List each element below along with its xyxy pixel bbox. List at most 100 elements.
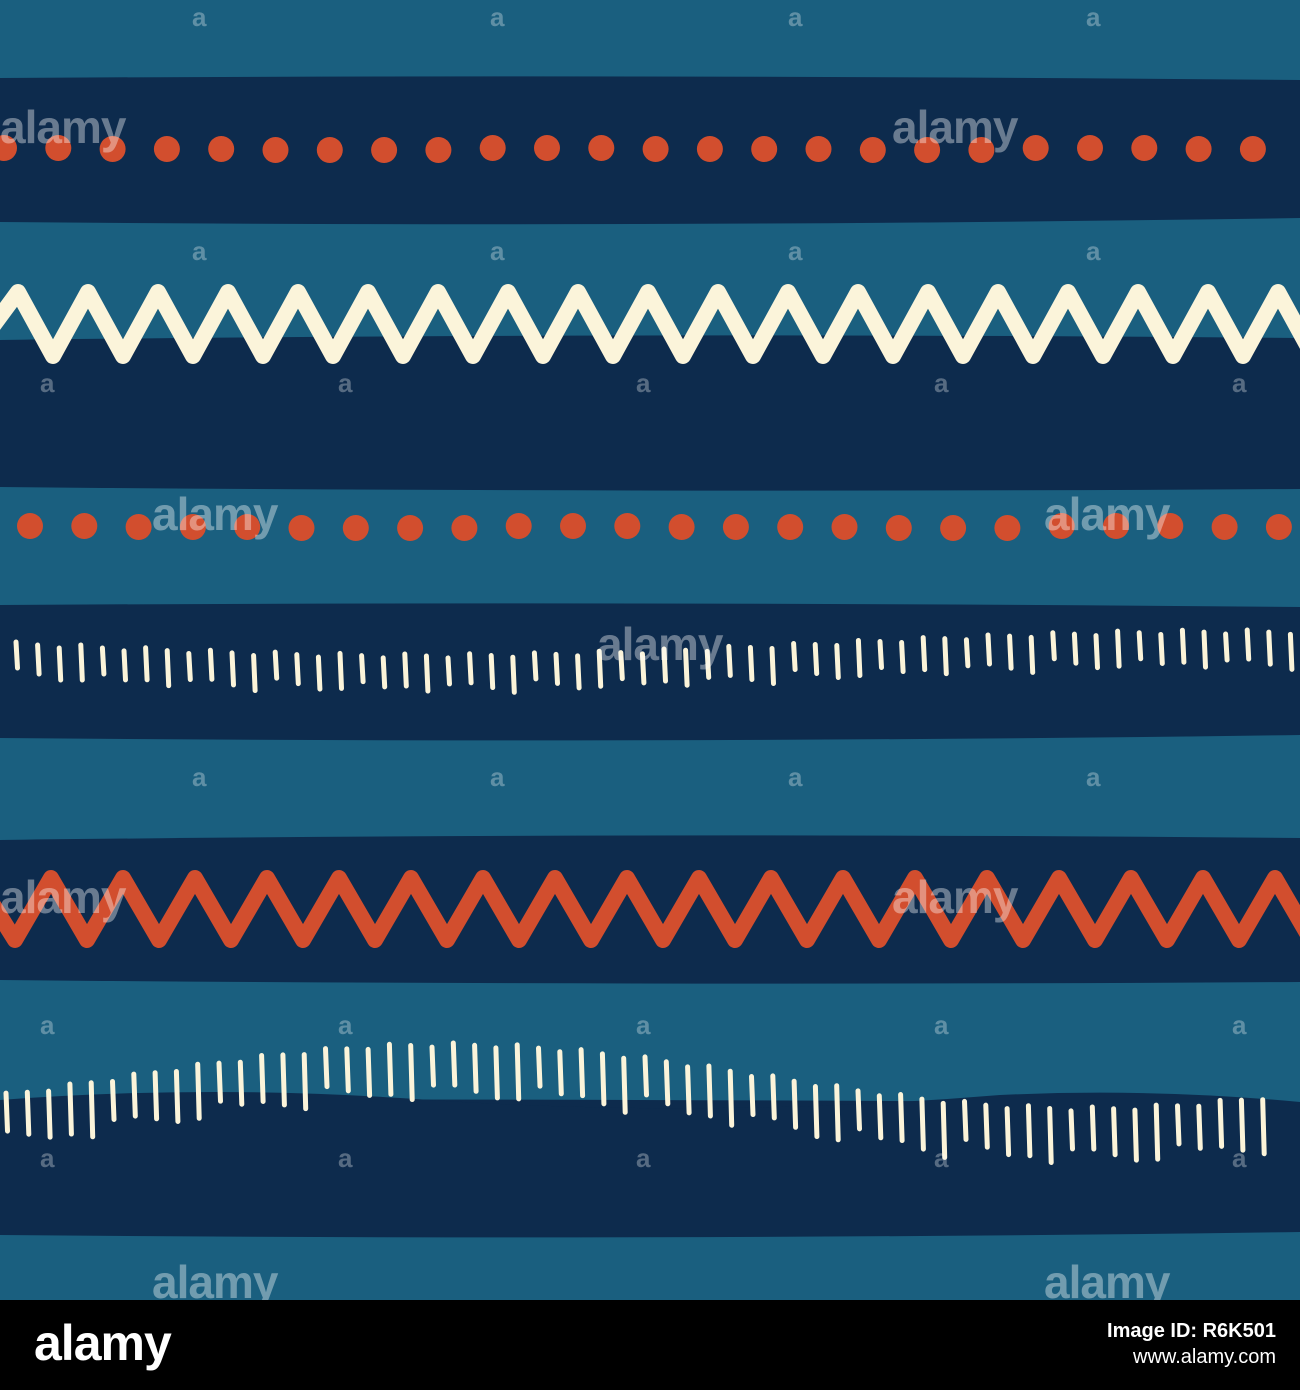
cream-dash (1223, 631, 1230, 663)
cream-dash (1287, 631, 1295, 672)
orange-dot (262, 137, 289, 163)
cream-dash (164, 648, 172, 689)
cream-dash (294, 652, 301, 687)
orange-dot (451, 515, 478, 541)
orange-dot (831, 514, 858, 540)
cream-dash (216, 1060, 223, 1104)
navy-band-edge (0, 1091, 1300, 1110)
cream-dash (618, 650, 625, 682)
orange-dot (968, 137, 995, 163)
orange-dot (125, 514, 152, 540)
orange-dot (316, 137, 343, 163)
cream-dash (67, 1081, 74, 1137)
cream-dash (1136, 630, 1144, 662)
cream-dash (450, 1040, 458, 1088)
orange-dot (99, 136, 126, 162)
image-id: Image ID: R6K501 (1107, 1320, 1276, 1342)
cream-dash (280, 1052, 287, 1108)
cream-dash (514, 1042, 522, 1102)
cream-dash (1266, 629, 1273, 667)
cream-dash (749, 1074, 756, 1118)
tribal-stripe-pattern (0, 0, 1300, 1300)
cream-dash (121, 648, 128, 683)
cream-dash (337, 650, 344, 691)
orange-zigzag-line (0, 870, 1300, 948)
cream-dash (812, 1084, 820, 1140)
cream-dash (88, 1080, 96, 1140)
cream-dash-rows (3, 627, 1295, 1165)
cream-dash (380, 655, 388, 690)
cream-dash (834, 642, 841, 680)
cream-zigzag-line (0, 284, 1300, 364)
orange-dot (342, 515, 369, 541)
orange-dot (1103, 513, 1129, 539)
orange-dot (534, 135, 560, 161)
cream-dash (727, 1068, 735, 1128)
cream-dash (770, 1073, 777, 1121)
cream-dash (899, 640, 906, 675)
orange-dot (885, 515, 912, 541)
cream-dash (661, 646, 668, 684)
site-url: www.alamy.com (1133, 1346, 1276, 1368)
cream-dash (429, 1044, 436, 1088)
cream-dash (920, 635, 928, 673)
cream-dash (812, 642, 820, 677)
cream-dash (942, 636, 949, 677)
cream-dash (898, 1092, 905, 1144)
cream-dash (1115, 628, 1122, 669)
orange-dot (642, 136, 669, 162)
cream-dash (1260, 1097, 1267, 1157)
orange-dot (0, 135, 17, 161)
cream-dash (3, 1090, 10, 1134)
cream-dash (747, 644, 755, 682)
cream-dash (323, 1046, 330, 1090)
cream-dash (56, 645, 64, 683)
cream-dash (207, 647, 215, 682)
orange-dot (505, 513, 532, 539)
cream-dash (1153, 1102, 1161, 1162)
cream-dash (683, 647, 690, 688)
navy-band (0, 603, 1300, 741)
cream-dash (272, 649, 280, 681)
orange-dot (994, 515, 1021, 541)
cream-dash (855, 1088, 862, 1132)
cream-dash (769, 645, 776, 686)
cream-dash (35, 642, 42, 677)
cream-dash (877, 639, 884, 671)
cream-dash (173, 1068, 181, 1124)
orange-dot (560, 513, 586, 539)
orange-dot (1077, 135, 1103, 161)
cream-dash (663, 1059, 671, 1107)
orange-dot (179, 514, 206, 540)
orange-dot (425, 137, 452, 163)
cream-dash (1028, 634, 1036, 675)
cream-dash (1025, 1103, 1033, 1159)
cream-dash (704, 648, 712, 680)
cream-dash (315, 654, 323, 692)
cream-dash (1196, 1103, 1203, 1151)
orange-dot (1131, 135, 1158, 161)
cream-dash (1132, 1107, 1139, 1163)
cream-dash (599, 1051, 607, 1107)
cream-dash (1089, 1104, 1097, 1152)
cream-dash (963, 637, 971, 669)
cream-dash (1201, 629, 1208, 670)
orange-dot (153, 136, 180, 162)
cream-dash (386, 1041, 394, 1097)
orange-dot-rows (0, 135, 1292, 541)
cream-dash (1179, 627, 1187, 665)
cream-dash (578, 1047, 586, 1099)
orange-dot (371, 137, 398, 163)
orange-dot (722, 514, 749, 540)
cream-dash (1050, 630, 1057, 662)
cream-dash (1047, 1105, 1054, 1165)
cream-dash (423, 653, 431, 694)
cream-dash (237, 1059, 245, 1107)
cream-dash (1093, 633, 1100, 671)
cream-dash (78, 642, 85, 683)
cream-dash (962, 1098, 969, 1142)
cream-dash (985, 632, 992, 667)
cream-dash (557, 1049, 564, 1097)
cream-dash (195, 1061, 202, 1121)
